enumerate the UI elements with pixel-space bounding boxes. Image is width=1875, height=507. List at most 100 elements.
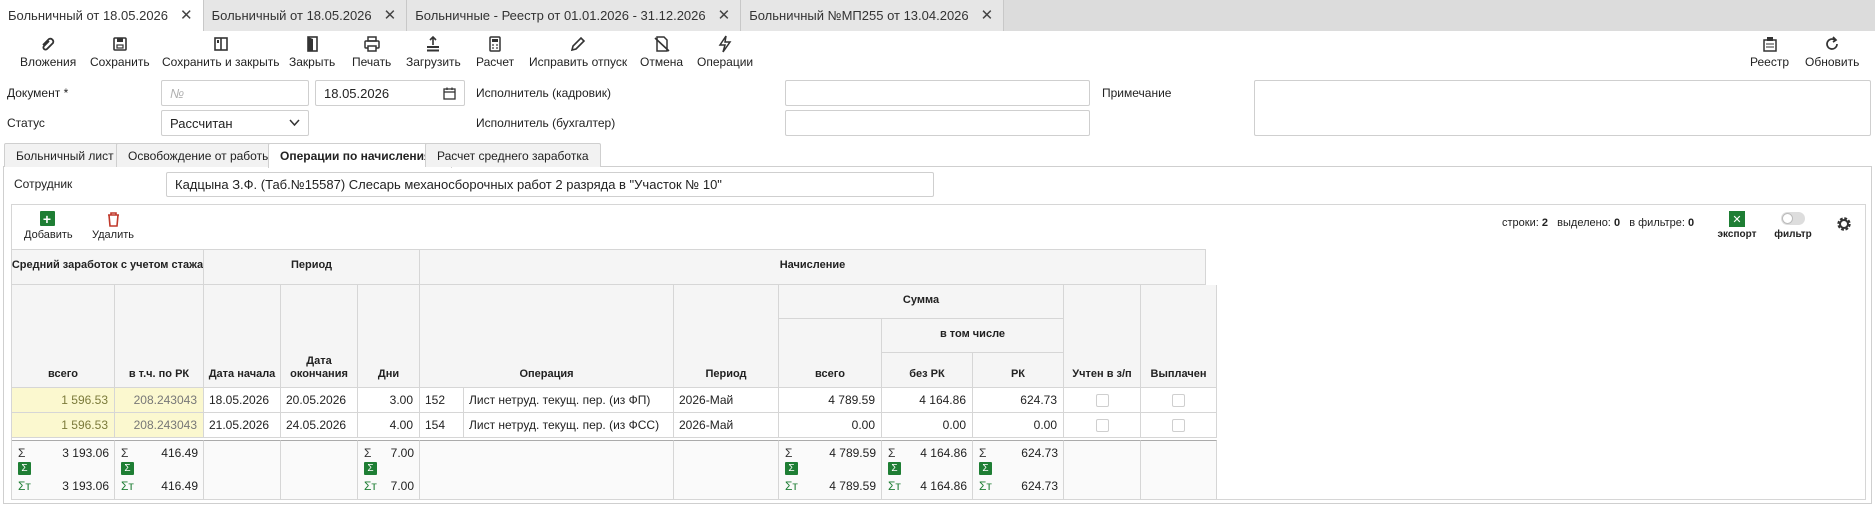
status-select[interactable]: Рассчитан bbox=[161, 110, 309, 136]
sigma-badge-icon[interactable]: Σ bbox=[888, 462, 901, 475]
rk-sumt: 624.73 bbox=[1021, 479, 1058, 493]
cancel-button[interactable]: Отмена bbox=[640, 35, 683, 73]
close-icon[interactable]: ✕ bbox=[980, 7, 994, 24]
incl-rk-sumt: 416.49 bbox=[161, 479, 198, 493]
filter-toggle[interactable]: фильтр bbox=[1771, 211, 1815, 240]
tab-average-earnings[interactable]: Расчет среднего заработка bbox=[425, 143, 601, 167]
cell-rk[interactable]: 624.73 bbox=[973, 388, 1064, 413]
cell-date-end[interactable]: 20.05.2026 bbox=[281, 388, 358, 413]
sigma-badge-icon[interactable]: Σ bbox=[979, 462, 992, 475]
executor-acc-field[interactable] bbox=[785, 110, 1090, 136]
load-button[interactable]: Загрузить bbox=[406, 35, 461, 73]
cell-sum-total[interactable]: 0.00 bbox=[779, 413, 882, 438]
note-textarea[interactable] bbox=[1254, 80, 1871, 136]
paperclip-icon bbox=[42, 37, 55, 51]
toggle-switch[interactable] bbox=[1781, 212, 1805, 225]
cell-op-name[interactable]: Лист нетруд. текущ. пер. (из ФП) bbox=[464, 388, 674, 413]
col-without-rk[interactable]: без РК bbox=[882, 353, 973, 388]
col-counted[interactable]: Учтен в з/п bbox=[1064, 285, 1141, 388]
cell-without-rk[interactable]: 0.00 bbox=[882, 413, 973, 438]
col-period[interactable]: Период bbox=[674, 285, 779, 388]
tab-label: Больничный лист bbox=[16, 148, 114, 163]
sigma-badge-icon[interactable]: Σ bbox=[121, 462, 134, 475]
cell-date-start[interactable]: 18.05.2026 bbox=[204, 388, 281, 413]
cell-date-end[interactable]: 24.05.2026 bbox=[281, 413, 358, 438]
close-icon[interactable]: ✕ bbox=[717, 7, 731, 24]
col-incl-rk[interactable]: в т.ч. по РК bbox=[115, 285, 204, 388]
employee-value: Кадцына З.Ф. (Таб.№15587) Слесарь механо… bbox=[175, 177, 722, 192]
executor-hr-field[interactable] bbox=[785, 80, 1090, 106]
add-button[interactable]: + Добавить bbox=[24, 211, 73, 242]
gear-icon[interactable] bbox=[1835, 215, 1853, 233]
col-days[interactable]: Дни bbox=[358, 285, 420, 388]
sigma-t-icon: Σт bbox=[888, 479, 901, 493]
document-number-field[interactable]: № bbox=[161, 80, 309, 106]
save-close-icon bbox=[213, 37, 228, 51]
doc-tab-1[interactable]: Больничный от 18.05.2026 ✕ bbox=[0, 0, 204, 31]
col-sum-total[interactable]: всего bbox=[779, 319, 882, 388]
cell-sum-total[interactable]: 4 789.59 bbox=[779, 388, 882, 413]
upload-icon bbox=[427, 35, 440, 52]
cell-without-rk[interactable]: 4 164.86 bbox=[882, 388, 973, 413]
sigma-badge-icon[interactable]: Σ bbox=[364, 462, 377, 475]
cell-period[interactable]: 2026-Май bbox=[674, 388, 779, 413]
col-avg-total[interactable]: всего bbox=[12, 285, 115, 388]
sigma-badge-icon[interactable]: Σ bbox=[785, 462, 798, 475]
sigma-badge-icon[interactable]: Σ bbox=[18, 462, 31, 475]
export-button[interactable]: ✕ экспорт bbox=[1715, 211, 1759, 240]
col-rk[interactable]: РК bbox=[973, 353, 1064, 388]
cell-op-name[interactable]: Лист нетруд. текущ. пер. (из ФСС) bbox=[464, 413, 674, 438]
counted-checkbox[interactable] bbox=[1095, 418, 1109, 432]
col-date-start[interactable]: Дата начала bbox=[204, 285, 281, 388]
refresh-button[interactable]: Обновить bbox=[1805, 35, 1859, 73]
accruals-grid: + Добавить Удалить строки: 2 выделено: 0… bbox=[11, 204, 1866, 500]
tab-work-release[interactable]: Освобождение от работы bbox=[116, 143, 283, 167]
cell-incl-rk[interactable]: 208.243043 bbox=[115, 413, 204, 438]
cell-op-code[interactable]: 152 bbox=[420, 388, 464, 413]
counted-checkbox[interactable] bbox=[1095, 393, 1109, 407]
cell-op-code[interactable]: 154 bbox=[420, 413, 464, 438]
cell-date-start[interactable]: 21.05.2026 bbox=[204, 413, 281, 438]
without-rk-sum: 4 164.86 bbox=[920, 446, 967, 460]
operations-button[interactable]: Операции bbox=[697, 35, 753, 73]
fix-vacation-button[interactable]: Исправить отпуск bbox=[529, 35, 627, 73]
save-close-button[interactable]: Сохранить и закрыть bbox=[162, 35, 279, 73]
delete-button[interactable]: Удалить bbox=[90, 211, 136, 241]
rows-label: строки: bbox=[1502, 217, 1539, 229]
attachments-button[interactable]: Вложения bbox=[20, 35, 76, 73]
close-icon[interactable]: ✕ bbox=[180, 7, 193, 24]
doc-tab-2[interactable]: Больничный от 18.05.2026 ✕ bbox=[203, 0, 408, 31]
tab-sick-leave[interactable]: Больничный лист bbox=[4, 143, 126, 167]
calendar-icon[interactable] bbox=[443, 87, 456, 100]
sum-total-sumt: 4 789.59 bbox=[829, 479, 876, 493]
cell-incl-rk[interactable]: 208.243043 bbox=[115, 388, 204, 413]
paid-checkbox[interactable] bbox=[1172, 418, 1185, 432]
doc-tab-label: Больничный №МП255 от 13.04.2026 bbox=[749, 8, 969, 23]
calc-button[interactable]: Расчет bbox=[476, 35, 514, 73]
col-paid[interactable]: Выплачен bbox=[1141, 285, 1217, 388]
doc-tab-4[interactable]: Больничный №МП255 от 13.04.2026 ✕ bbox=[741, 0, 1005, 31]
sigma-t-icon: Σт bbox=[364, 479, 377, 493]
save-button[interactable]: Сохранить bbox=[90, 35, 150, 73]
avg-total-sumt: 3 193.06 bbox=[62, 479, 109, 493]
doc-tab-label: Больничный от 18.05.2026 bbox=[8, 8, 169, 23]
doc-tab-3[interactable]: Больничные - Реестр от 01.01.2026 - 31.1… bbox=[407, 0, 742, 31]
paid-checkbox[interactable] bbox=[1172, 393, 1185, 407]
cell-days[interactable]: 4.00 bbox=[358, 413, 420, 438]
col-operation[interactable]: Операция bbox=[420, 285, 674, 388]
cell-days[interactable]: 3.00 bbox=[358, 388, 420, 413]
close-icon[interactable]: ✕ bbox=[383, 7, 397, 24]
document-date-field[interactable]: 18.05.2026 bbox=[315, 80, 465, 106]
close-button[interactable]: Закрыть bbox=[289, 35, 335, 73]
cell-paid bbox=[1141, 413, 1217, 438]
print-button[interactable]: Печать bbox=[352, 35, 391, 73]
cell-avg-total[interactable]: 1 596.53 bbox=[12, 388, 115, 413]
registry-button[interactable]: Реестр bbox=[1750, 35, 1789, 73]
cell-avg-total[interactable]: 1 596.53 bbox=[12, 413, 115, 438]
incl-rk-sum: 416.49 bbox=[161, 446, 198, 460]
cell-rk[interactable]: 0.00 bbox=[973, 413, 1064, 438]
col-date-end[interactable]: Дата окончания bbox=[281, 285, 358, 388]
cell-period[interactable]: 2026-Май bbox=[674, 413, 779, 438]
printer-icon bbox=[363, 36, 380, 52]
employee-field[interactable]: Кадцына З.Ф. (Таб.№15587) Слесарь механо… bbox=[166, 172, 934, 197]
